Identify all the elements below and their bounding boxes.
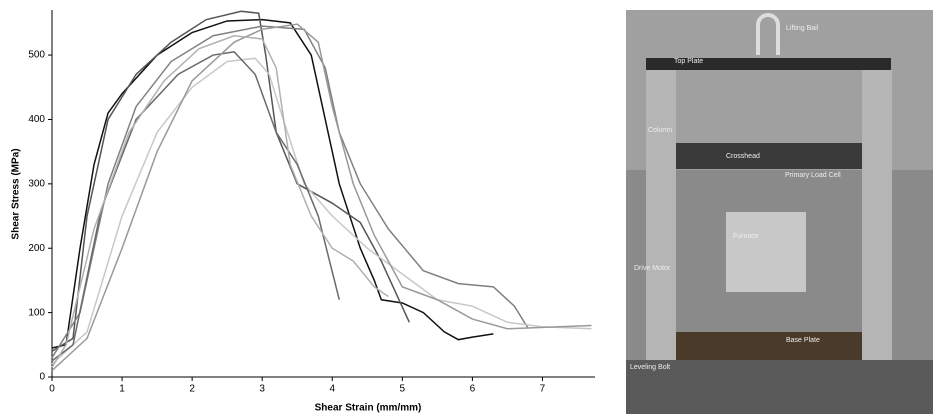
base [626,360,933,414]
photo-label: Crosshead [726,153,760,160]
photo: Lifting Bail Top Plate Column Crosshead … [626,10,933,414]
y-tick-label: 0 [39,372,45,383]
crosshead [676,143,862,169]
y-tick-label: 500 [28,50,45,61]
photo-label: Primary Load Cell [785,172,841,179]
chart: Shear Strain (mm/mm) Shear Stress (MPa) … [11,10,595,414]
column-left [646,70,676,370]
series-line [51,51,340,362]
x-tick-label: 6 [470,384,476,395]
series-line [51,18,494,349]
furnace [726,212,806,292]
x-tick-label: 4 [329,384,335,395]
photo-label: Column [648,127,672,134]
photo-label: Base Plate [786,337,820,344]
photo-label: Furnace [733,233,759,240]
x-tick-label: 1 [119,384,125,395]
y-tick-label: 300 [28,178,45,189]
x-tick-label: 3 [259,384,265,395]
x-tick-label: 5 [400,384,406,395]
y-tick-label: 100 [28,307,45,318]
base-plate [676,332,862,360]
x-tick-label: 2 [189,384,195,395]
series-line [51,23,592,372]
photo-label: Leveling Bolt [630,364,670,371]
y-axis-label: Shear Stress (MPa) [11,148,22,239]
y-tick-label: 200 [28,243,45,254]
series-line [51,57,592,365]
photo-label: Lifting Bail [786,25,819,32]
column-right [862,70,892,370]
x-axis-label: Shear Strain (mm/mm) [315,403,422,414]
series-line [51,10,411,352]
series-line [51,25,530,359]
x-tick-label: 0 [49,384,55,395]
series-line [51,34,389,368]
lifting-bail [756,13,780,55]
photo-label: Drive Motor [634,265,671,272]
y-tick-label: 400 [28,114,45,125]
top-plate [646,58,891,70]
photo-label: Top Plate [674,58,703,65]
x-tick-label: 7 [540,384,546,395]
